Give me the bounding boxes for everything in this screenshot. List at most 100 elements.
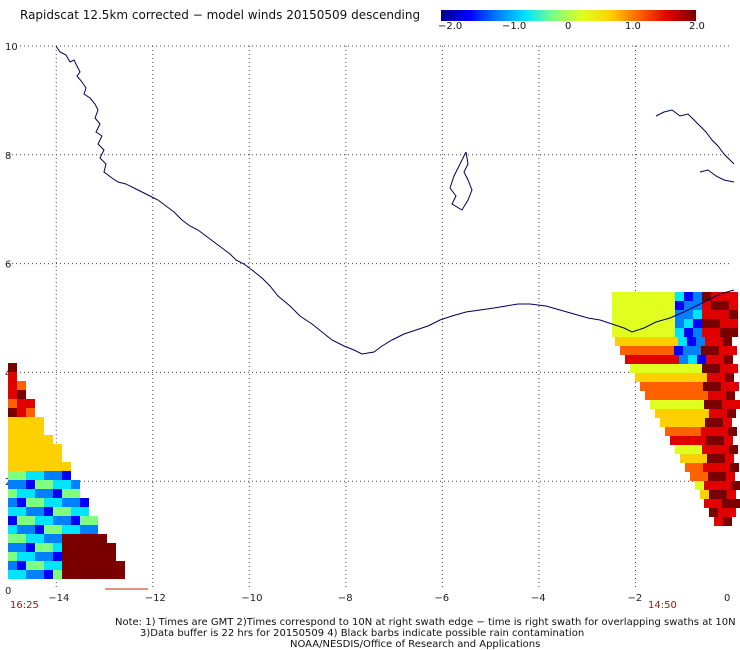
wind-cell (26, 561, 35, 570)
wind-cell (71, 516, 80, 525)
lon-tick-label: −10 (241, 593, 262, 604)
wind-cell (711, 445, 720, 454)
left-swath-time: 16:25 (10, 600, 39, 611)
wind-cell (35, 516, 44, 525)
wind-cell (26, 471, 35, 480)
wind-cell (723, 337, 732, 346)
wind-cell (80, 570, 89, 579)
wind-cell (53, 498, 62, 507)
wind-cell (711, 301, 720, 310)
wind-cell (647, 346, 656, 355)
wind-cell (639, 292, 648, 301)
wind-cell (53, 570, 62, 579)
wind-cell (62, 543, 71, 552)
wind-cell (17, 570, 26, 579)
wind-cell (655, 409, 664, 418)
wind-cell (35, 426, 44, 435)
wind-cell (62, 480, 71, 489)
wind-cell (673, 409, 682, 418)
wind-cell (89, 543, 98, 552)
wind-cell (676, 382, 685, 391)
wind-cell (53, 444, 62, 453)
wind-cell (26, 417, 35, 426)
wind-cell (44, 570, 53, 579)
wind-cell (44, 444, 53, 453)
wind-cell (693, 292, 702, 301)
wind-cell (98, 543, 107, 552)
wind-cell (687, 337, 696, 346)
wind-cell (53, 471, 62, 480)
wind-cell (702, 310, 711, 319)
wind-cell (713, 499, 722, 508)
wind-cell (684, 301, 693, 310)
wind-cell (675, 310, 684, 319)
wind-cell (682, 409, 691, 418)
wind-cell (718, 409, 727, 418)
wind-cell (675, 364, 684, 373)
wind-cell (720, 328, 729, 337)
wind-cell (702, 319, 711, 328)
wind-cell (80, 561, 89, 570)
wind-cell (630, 364, 639, 373)
wind-cell (53, 507, 62, 516)
wind-cell (8, 390, 17, 399)
wind-cell (720, 445, 729, 454)
wind-cell (643, 355, 652, 364)
wind-cell (17, 408, 26, 417)
wind-cell (708, 391, 717, 400)
wind-cell (648, 328, 657, 337)
wind-cell (80, 534, 89, 543)
wind-cell (107, 570, 116, 579)
wind-cell (729, 310, 738, 319)
wind-cell (635, 373, 644, 382)
wind-cell (612, 319, 621, 328)
wind-cell (705, 337, 714, 346)
wind-cell (711, 328, 720, 337)
wind-cell (654, 391, 663, 400)
wind-cell (35, 552, 44, 561)
wind-cell (648, 364, 657, 373)
wind-cell (731, 400, 740, 409)
lon-tick-label: −4 (531, 593, 546, 604)
wind-cell (700, 409, 709, 418)
colorbar-label-pos1: 1.0 (625, 21, 641, 32)
wind-cell (706, 436, 715, 445)
wind-cell (678, 418, 687, 427)
wind-cell (8, 489, 17, 498)
wind-cell (690, 391, 699, 400)
wind-cell (8, 480, 17, 489)
wind-cell (8, 534, 17, 543)
wind-cell (709, 490, 718, 499)
wind-cell (660, 418, 669, 427)
wind-cell (727, 409, 736, 418)
wind-cell (680, 373, 689, 382)
wind-cell (17, 561, 26, 570)
wind-cell (706, 355, 715, 364)
wind-cell (670, 355, 679, 364)
wind-cell (649, 382, 658, 391)
wind-cell (723, 418, 732, 427)
wind-cell (688, 436, 697, 445)
wind-cell (8, 372, 17, 381)
lake-shoreline (449, 151, 473, 211)
wind-cell (704, 400, 713, 409)
wind-cell (695, 481, 704, 490)
wind-cell (107, 543, 116, 552)
wind-cell (26, 570, 35, 579)
wind-cell (698, 454, 707, 463)
wind-cell (44, 516, 53, 525)
wind-cell (630, 319, 639, 328)
wind-cell (35, 480, 44, 489)
wind-cell (26, 516, 35, 525)
wind-cell (729, 319, 738, 328)
colorbar-label-neg1: −1.0 (502, 21, 527, 32)
wind-cell (8, 417, 17, 426)
wind-cell (689, 454, 698, 463)
wind-cell (658, 382, 667, 391)
wind-cell (725, 373, 734, 382)
wind-cell (727, 508, 736, 517)
wind-cell (715, 436, 724, 445)
wind-cell (62, 471, 71, 480)
wind-cell (53, 534, 62, 543)
wind-cell (675, 292, 684, 301)
